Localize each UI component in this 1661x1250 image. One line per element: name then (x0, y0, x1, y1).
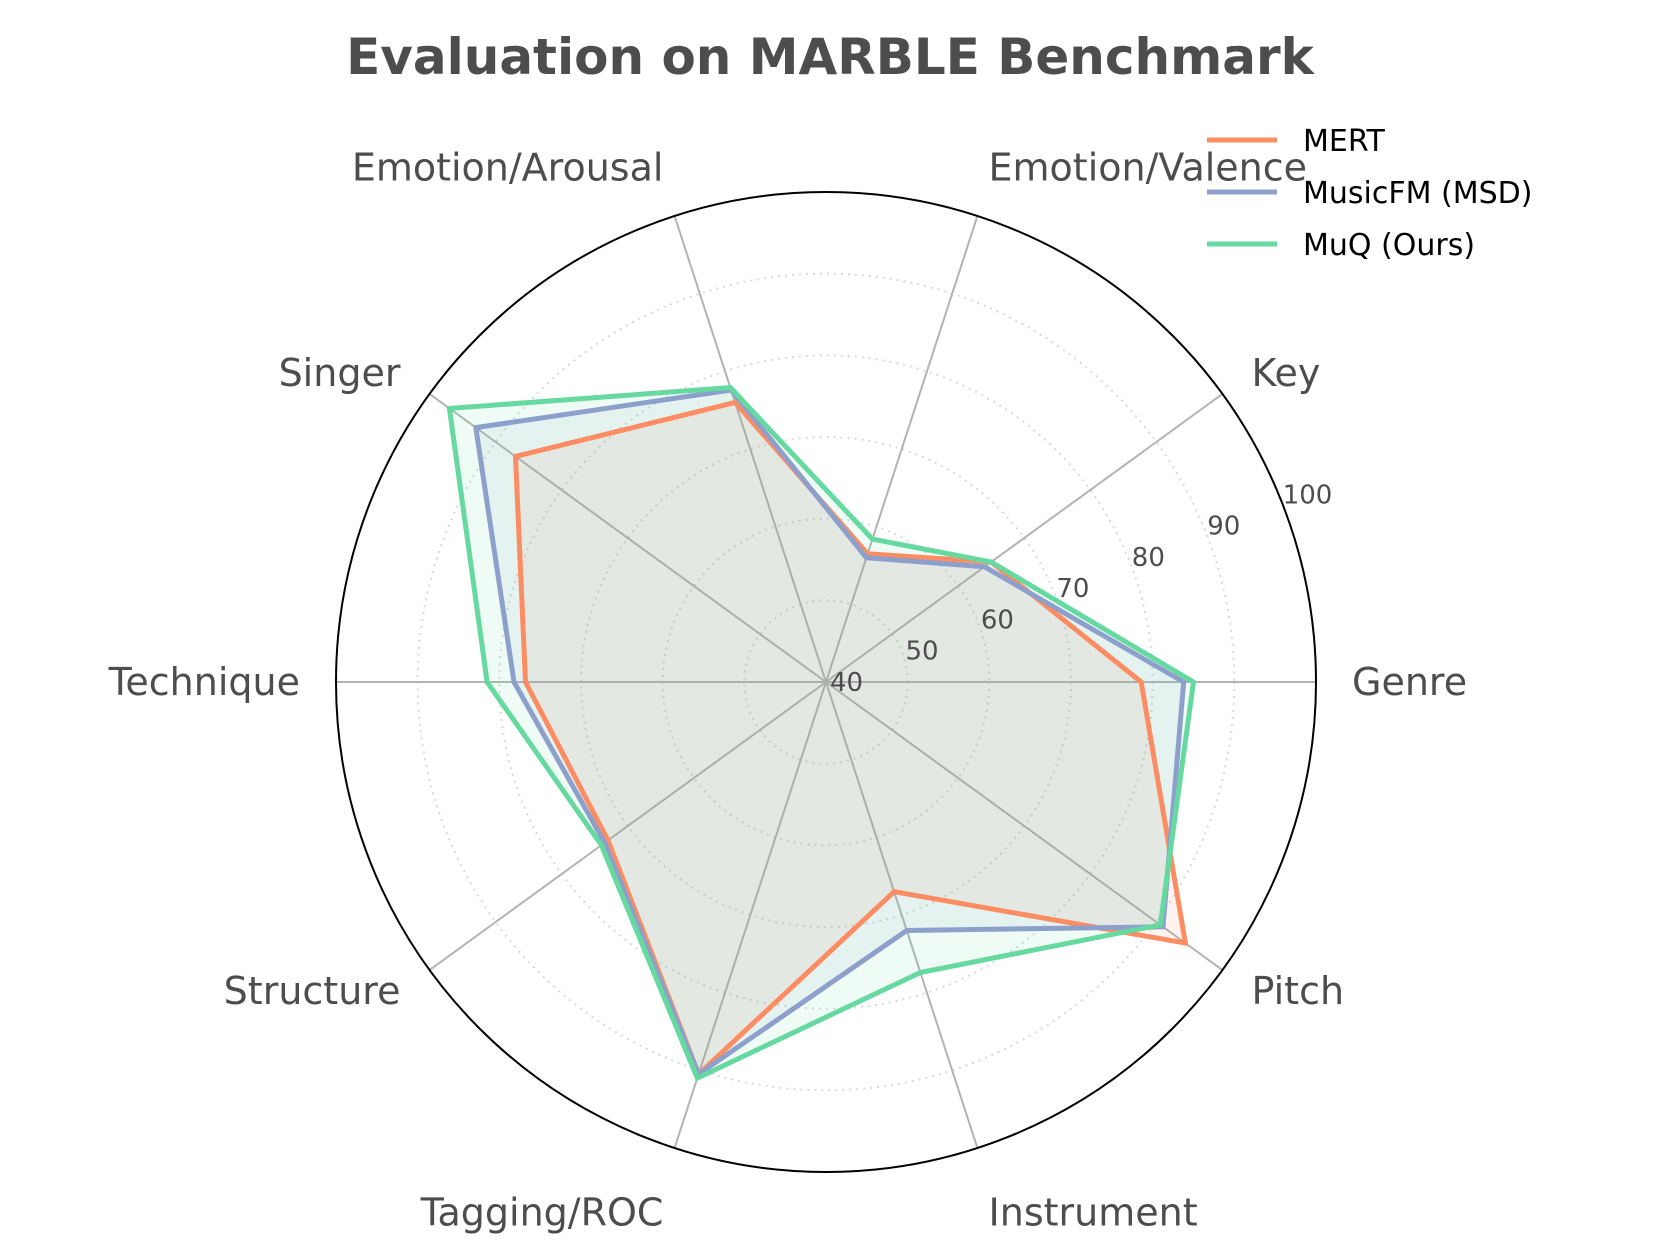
legend-label: MERT (1303, 124, 1386, 159)
spoke-2 (825, 215, 979, 683)
axis-label: Instrument (989, 1190, 1198, 1234)
series-line-2 (446, 385, 1197, 1082)
spoke-9 (825, 681, 1224, 971)
legend-label: MuQ (Ours) (1303, 228, 1475, 263)
tick-label: 90 (1207, 512, 1240, 542)
legend-label: MusicFM (MSD) (1303, 176, 1532, 211)
axis-label: Genre (1352, 660, 1467, 704)
tick-label: 40 (830, 668, 863, 698)
tick-label: 80 (1132, 543, 1165, 573)
outer-ring (335, 191, 1317, 1173)
spoke-1 (825, 393, 1224, 683)
legend: MERT MusicFM (MSD) MuQ (Ours) (1207, 124, 1532, 263)
tick-label: 70 (1056, 574, 1089, 604)
spoke-4 (428, 393, 827, 683)
tick-label: 60 (981, 605, 1014, 635)
series-line-0 (512, 399, 1189, 1079)
tick-label: 50 (905, 637, 938, 667)
axis-label: Structure (224, 969, 401, 1013)
axis-label: Singer (279, 351, 401, 395)
spoke-3 (673, 215, 827, 683)
axis-label: Key (1252, 351, 1321, 395)
axis-label-layer: 40 50 60 70 80 90 100 Genre Key Emotion/Valence Em… (108, 146, 1467, 1235)
spoke-6 (428, 681, 827, 971)
series-fill-0 (515, 402, 1186, 1075)
series-line-1 (472, 387, 1187, 1079)
series-fill-2 (449, 387, 1194, 1079)
axis-label: Emotion/Arousal (352, 146, 664, 190)
axis-label: Technique (108, 660, 300, 704)
series-fill-1 (475, 390, 1184, 1075)
axis-label: Pitch (1252, 969, 1345, 1013)
series-layer (446, 385, 1197, 1082)
tick-label: 100 (1283, 480, 1333, 510)
spoke-8 (825, 681, 979, 1149)
axis-label: Tagging/ROC (420, 1190, 664, 1234)
grid-layer (335, 191, 1317, 1173)
chart-title: Evaluation on MARBLE Benchmark (346, 28, 1316, 86)
axis-label: Emotion/Valence (989, 146, 1308, 190)
